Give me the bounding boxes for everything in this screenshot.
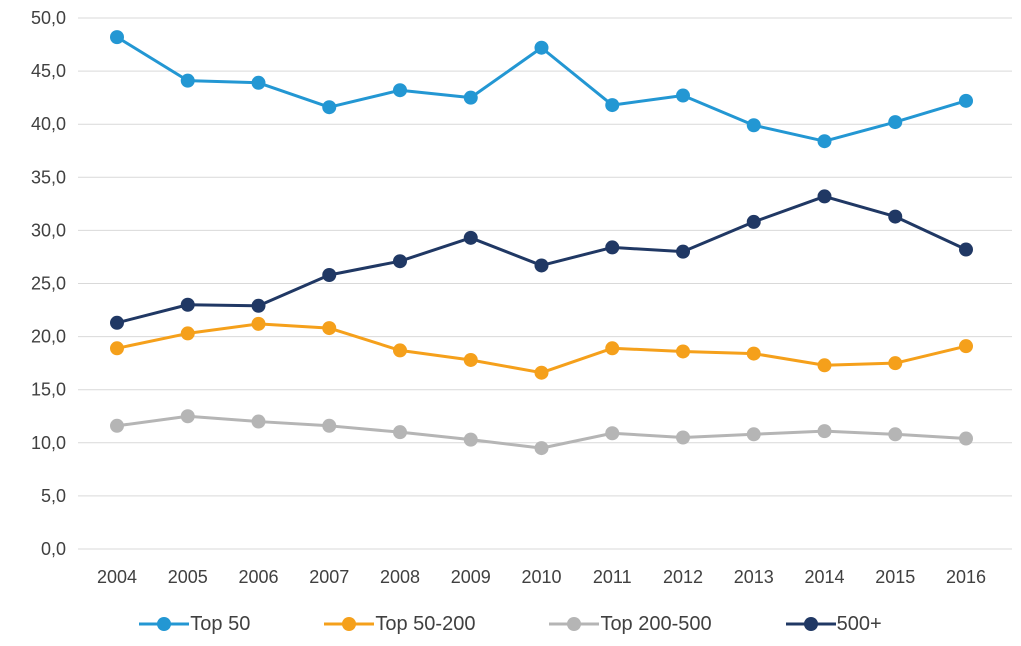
data-point — [605, 426, 620, 441]
y-tick-label: 15,0 — [31, 380, 66, 400]
data-point — [888, 115, 903, 130]
y-tick-label: 40,0 — [31, 114, 66, 134]
data-point — [959, 93, 973, 108]
x-tick-label: 2013 — [734, 567, 774, 587]
legend-item-500-plus: 500+ — [785, 612, 882, 636]
data-point — [888, 209, 903, 224]
data-point — [322, 268, 337, 283]
data-point — [534, 441, 549, 456]
x-tick-label: 2008 — [380, 567, 420, 587]
series-line — [115, 322, 968, 375]
x-tick-label: 2009 — [451, 567, 491, 587]
data-point — [393, 343, 407, 358]
legend-item-top-200-500: Top 200-500 — [549, 612, 712, 636]
y-tick-label: 30,0 — [31, 220, 66, 240]
data-point — [746, 427, 761, 442]
data-point — [746, 346, 761, 361]
legend-marker-line-dot-icon — [324, 617, 375, 631]
data-point — [180, 297, 195, 312]
data-point — [605, 240, 620, 255]
data-point — [959, 431, 973, 446]
legend-item-top-50-200: Top 50-200 — [324, 613, 475, 636]
data-point — [746, 118, 761, 133]
data-point — [322, 418, 337, 433]
data-point — [676, 344, 690, 359]
y-tick-label: 25,0 — [31, 274, 66, 294]
legend-label-top-50-200: Top 50-200 — [375, 612, 476, 635]
data-point — [463, 352, 478, 367]
chart-plot-area: 0,0 5,0 10,0 15,0 20,0 25,0 30,0 35,0 40,0 45,0 50… — [31, 8, 1012, 587]
legend-label-top-200-500: Top 200-500 — [600, 612, 712, 635]
x-tick-label: 2015 — [875, 567, 915, 587]
legend-label-500-plus: 500+ — [836, 612, 882, 635]
y-tick-label: 5,0 — [41, 486, 66, 506]
y-tick-label: 0,0 — [41, 539, 66, 559]
data-point — [393, 83, 407, 98]
data-point — [888, 356, 903, 371]
data-point — [534, 365, 549, 380]
data-point — [959, 339, 973, 354]
data-point — [746, 214, 761, 229]
y-tick-label: 10,0 — [31, 433, 66, 453]
data-point — [817, 424, 832, 439]
data-point — [463, 90, 478, 105]
y-tick-label: 20,0 — [31, 327, 66, 347]
legend-marker-line-dot-icon — [139, 617, 190, 631]
data-point — [180, 326, 195, 341]
data-point — [817, 189, 832, 204]
legend-marker-line-dot-icon — [549, 617, 600, 631]
data-point — [817, 134, 832, 149]
x-tick-label: 2010 — [521, 567, 561, 587]
data-point — [110, 418, 124, 433]
data-point — [180, 73, 195, 88]
data-point — [959, 242, 973, 257]
y-tick-label: 45,0 — [31, 61, 66, 81]
data-point — [676, 244, 690, 259]
data-point — [676, 430, 690, 445]
data-point — [110, 341, 124, 356]
data-point — [463, 432, 478, 447]
x-tick-label: 2004 — [97, 567, 137, 587]
chart-legend: Top 50 Top 50-200 Top 200-500 500+ — [0, 601, 1021, 646]
data-point — [393, 425, 407, 440]
y-tick-label: 35,0 — [31, 167, 66, 187]
legend-label-top-50: Top 50 — [190, 612, 251, 635]
y-tick-label: 50,0 — [31, 8, 66, 28]
data-point — [534, 40, 549, 55]
x-tick-label: 2005 — [168, 567, 208, 587]
data-point — [180, 409, 195, 424]
data-point — [605, 341, 620, 356]
legend-marker-line-dot-icon — [785, 617, 836, 631]
legend-item-top-50: Top 50 — [139, 613, 250, 636]
data-point — [251, 414, 266, 429]
data-point — [251, 75, 266, 90]
data-point — [676, 88, 690, 103]
data-point — [251, 298, 266, 313]
data-point — [463, 230, 478, 245]
x-tick-label: 2007 — [309, 567, 349, 587]
data-point — [322, 100, 337, 115]
data-point — [817, 358, 832, 373]
x-tick-label: 2012 — [663, 567, 703, 587]
data-point — [110, 315, 124, 330]
data-point — [393, 254, 407, 269]
data-point — [322, 321, 337, 336]
data-point — [534, 258, 549, 273]
x-tick-label: 2014 — [804, 567, 844, 587]
x-tick-label: 2011 — [593, 567, 632, 587]
x-tick-label: 2016 — [946, 567, 986, 587]
data-point — [888, 427, 903, 442]
data-point — [251, 316, 266, 331]
data-point — [605, 98, 620, 113]
data-point — [110, 30, 124, 45]
x-tick-label: 2006 — [238, 567, 278, 587]
